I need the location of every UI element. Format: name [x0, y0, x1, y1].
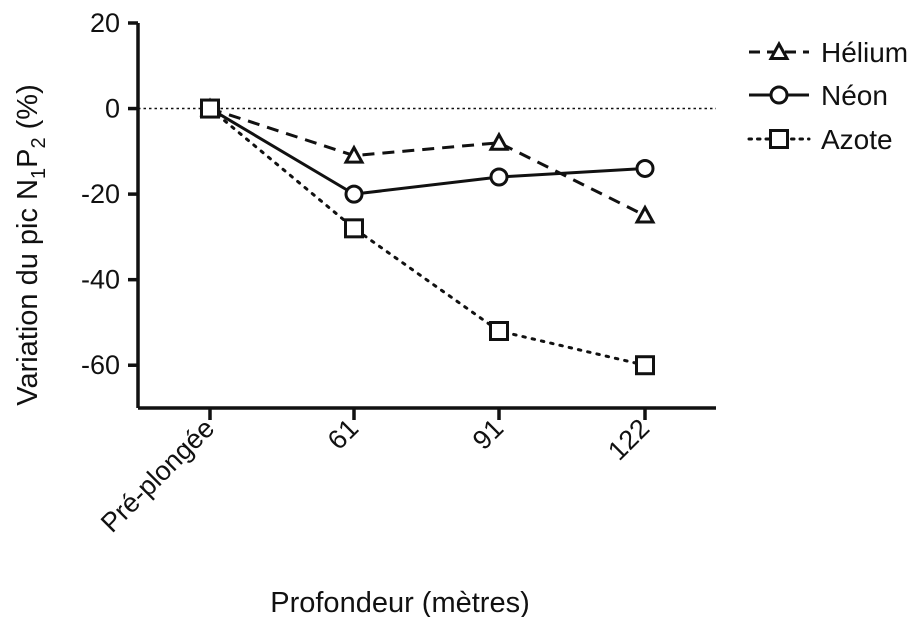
series-layer — [199, 97, 656, 376]
data-point — [489, 167, 509, 187]
y-axis-title: Variation du pic N1P2 (%) — [12, 84, 50, 406]
legend-label: Hélium — [821, 37, 908, 68]
legend-item-azote: Azote — [747, 124, 893, 155]
legend-label: Néon — [821, 80, 888, 111]
x-axis-title: Profondeur (mètres) — [270, 587, 530, 617]
legend-item-hélium: Hélium — [749, 37, 908, 68]
series-line — [209, 107, 646, 217]
legend-marker — [768, 40, 790, 60]
y-axis-title-suffix: (%) — [12, 84, 44, 137]
legend-label: Azote — [821, 124, 893, 155]
series-line — [209, 107, 646, 196]
legend: Hélium Néon Azote — [747, 37, 908, 155]
series-line — [208, 107, 647, 367]
legend-marker — [769, 85, 789, 105]
y-axis-title-mid: P — [12, 149, 44, 168]
series-hélium — [199, 97, 656, 224]
data-point — [200, 98, 220, 119]
x-tick-label: 61 — [322, 413, 364, 455]
y-axis-title-sub2: 2 — [28, 137, 50, 148]
data-point — [344, 218, 364, 239]
data-point — [635, 158, 655, 178]
x-tick-label: 91 — [467, 413, 509, 455]
y-tick-label: -60 — [81, 350, 120, 380]
data-point — [634, 204, 656, 224]
data-point — [489, 321, 509, 341]
y-axis-title-prefix: Variation du pic N — [12, 179, 44, 406]
legend-marker — [769, 129, 789, 149]
axes — [128, 21, 716, 420]
y-tick-label: 0 — [105, 94, 120, 124]
y-tick-label: -40 — [81, 265, 120, 295]
x-tick-label: 122 — [602, 413, 655, 466]
data-point — [343, 144, 365, 164]
x-tick-label: Pré-plongée — [95, 413, 220, 538]
legend-item-néon: Néon — [749, 80, 888, 111]
tick-labels: 20 0 -20 -40 -60 Pré-plongée 61 91 122 — [81, 8, 655, 538]
series-azote — [200, 98, 655, 376]
data-point — [488, 131, 510, 151]
y-axis-title-sub1: 1 — [28, 168, 50, 179]
y-tick-label: 20 — [90, 8, 120, 38]
y-tick-label: -20 — [81, 179, 120, 209]
data-point — [344, 184, 364, 204]
series-néon — [200, 99, 655, 204]
data-point — [635, 355, 655, 376]
